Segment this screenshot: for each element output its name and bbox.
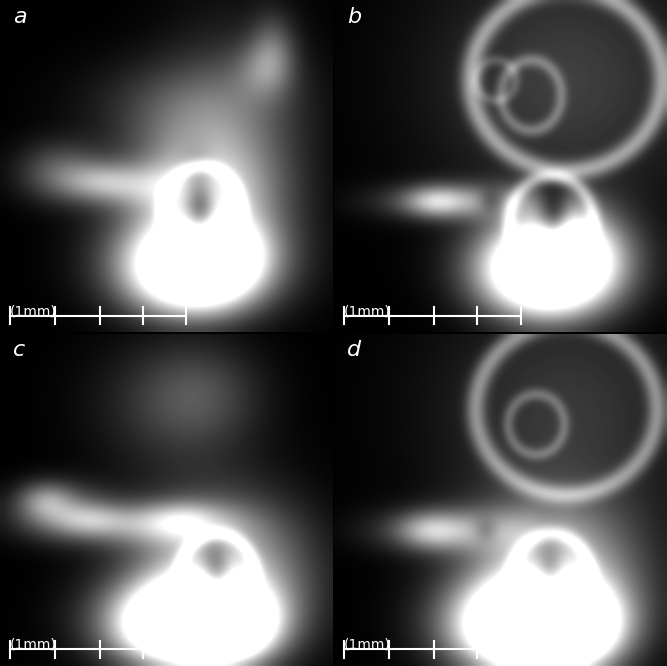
Text: (1mm): (1mm) bbox=[10, 638, 57, 652]
Text: c: c bbox=[13, 340, 25, 360]
Text: d: d bbox=[348, 340, 362, 360]
Text: (1mm): (1mm) bbox=[344, 304, 391, 318]
Text: (1mm): (1mm) bbox=[10, 304, 57, 318]
Text: b: b bbox=[348, 7, 362, 27]
Text: (1mm): (1mm) bbox=[344, 638, 391, 652]
Text: a: a bbox=[13, 7, 27, 27]
